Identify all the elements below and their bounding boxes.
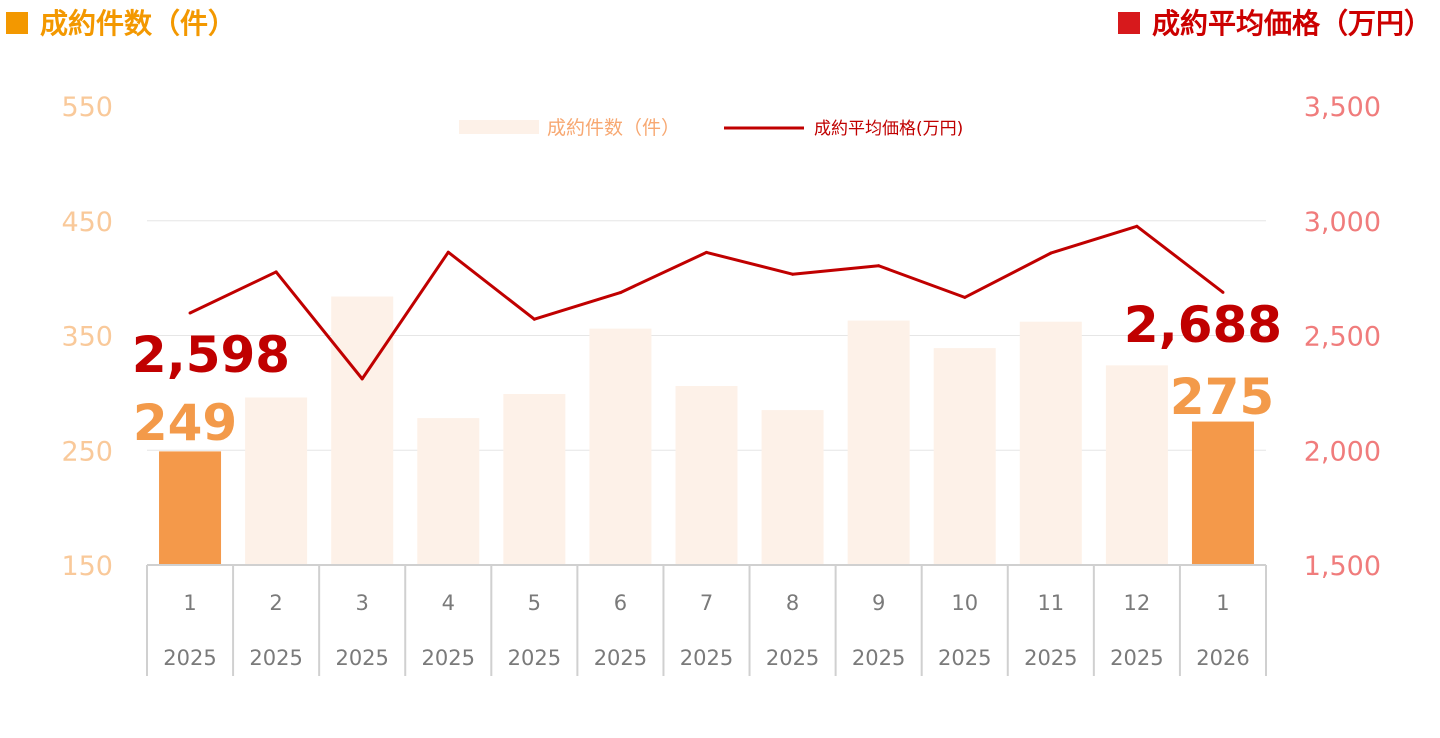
right-y-axis: 1,500 2,000 2,500 3,000 3,500 (1304, 92, 1381, 582)
x-tick-month: 1 (1216, 591, 1229, 615)
line-point (877, 264, 881, 268)
line-point (446, 250, 450, 254)
line-point (705, 250, 708, 254)
line-point (1049, 251, 1053, 255)
line-point (1221, 290, 1225, 294)
right-y-tick: 2,000 (1304, 436, 1381, 467)
bar (1019, 321, 1082, 565)
x-tick-year: 2025 (680, 646, 733, 670)
right-y-tick: 1,500 (1304, 551, 1381, 582)
x-tick-month: 5 (528, 591, 541, 615)
line-point (532, 317, 536, 321)
first-price-label: 2,598 (132, 326, 290, 384)
orange-square-icon (6, 12, 28, 34)
x-tick-month: 10 (951, 591, 978, 615)
bar (675, 385, 738, 565)
right-y-tick: 3,000 (1304, 207, 1381, 238)
x-tick-year: 2025 (594, 646, 647, 670)
x-tick-year: 2025 (1110, 646, 1163, 670)
x-tick-month: 2 (269, 591, 282, 615)
legend-bar-label: 成約件数（件） (547, 117, 680, 139)
bar (331, 296, 394, 565)
left-axis-title-text: 成約件数（件） (40, 7, 237, 40)
right-axis-title-text: 成約平均価格（万円） (1151, 7, 1432, 40)
legend: 成約件数（件） 成約平均価格(万円) (459, 117, 963, 139)
x-tick-month: 3 (356, 591, 369, 615)
bar (1105, 365, 1168, 565)
x-tick-month: 4 (442, 591, 455, 615)
x-tick-year: 2026 (1196, 646, 1249, 670)
bar-series (159, 296, 1254, 565)
left-y-tick: 550 (61, 92, 113, 123)
red-square-icon (1117, 12, 1140, 34)
x-tick-year: 2025 (249, 646, 302, 670)
x-tick-year: 2025 (852, 646, 905, 670)
right-y-tick: 3,500 (1304, 92, 1381, 123)
line-point (188, 311, 192, 315)
line-point (1135, 224, 1139, 228)
last-count-label: 275 (1170, 368, 1274, 426)
left-y-axis: 150 250 350 450 550 (61, 92, 113, 582)
left-y-tick: 450 (61, 207, 113, 238)
x-tick-month: 8 (786, 591, 799, 615)
right-axis-title: 成約平均価格（万円） (1117, 6, 1432, 42)
annotations: 2,598 249 2,688 275 (132, 296, 1282, 452)
left-y-tick: 150 (61, 551, 113, 582)
x-tick-month: 9 (872, 591, 885, 615)
x-axis: 1 2025 2 2025 3 2025 4 2025 5 2025 6 2025 7 2025 8 2025… (146, 564, 1267, 676)
legend-bar-swatch (459, 120, 539, 134)
line-point (274, 270, 278, 274)
bar (933, 348, 996, 565)
x-tick-year: 2025 (1024, 646, 1077, 670)
x-tick-month: 7 (700, 591, 713, 615)
left-y-tick: 350 (61, 322, 113, 353)
bar (245, 397, 308, 565)
bar (159, 451, 222, 565)
line-point (360, 377, 364, 381)
x-tick-month: 12 (1124, 591, 1151, 615)
bar (417, 418, 480, 565)
x-tick-year: 2025 (508, 646, 561, 670)
line-series (188, 224, 1225, 381)
bar (761, 410, 824, 565)
x-tick-year: 2025 (938, 646, 991, 670)
first-count-label: 249 (133, 394, 237, 452)
right-y-tick: 2,500 (1304, 322, 1381, 353)
left-y-tick: 250 (61, 436, 113, 467)
x-tick-month: 11 (1037, 591, 1064, 615)
bar (1191, 421, 1254, 565)
x-tick-month: 1 (183, 591, 196, 615)
line-point (963, 295, 967, 299)
left-axis-title: 成約件数（件） (6, 6, 236, 42)
x-tick-year: 2025 (422, 646, 475, 670)
bar (847, 320, 910, 565)
line-point (791, 272, 795, 276)
x-tick-month: 6 (614, 591, 627, 615)
last-price-label: 2,688 (1124, 296, 1282, 354)
line-point (618, 291, 622, 295)
bar (589, 328, 652, 565)
bar (503, 394, 566, 565)
x-tick-year: 2025 (766, 646, 819, 670)
x-tick-year: 2025 (163, 646, 216, 670)
legend-line-label: 成約平均価格(万円) (814, 119, 963, 139)
x-tick-year: 2025 (335, 646, 388, 670)
